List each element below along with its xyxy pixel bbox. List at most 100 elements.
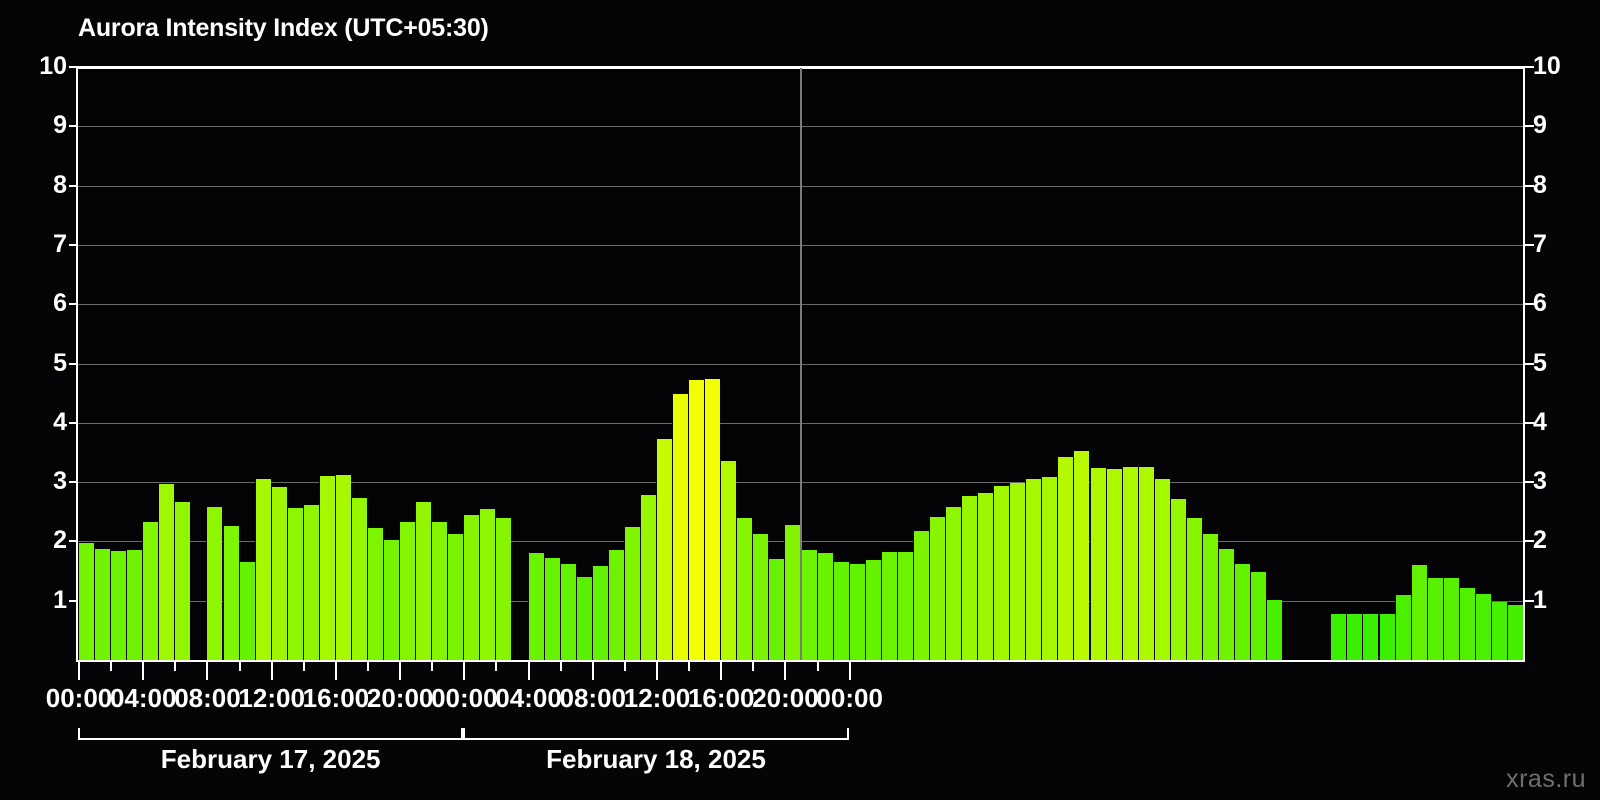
bar [126,550,143,660]
bar [736,517,753,660]
bar [447,534,464,660]
bar [1250,572,1267,660]
bar [672,394,689,660]
y-tick-label-right-5: 5 [1533,348,1547,377]
y-tick-label-right-6: 6 [1533,289,1547,318]
x-tick-major-24 [463,662,466,680]
bar [800,549,817,660]
x-tick-label: 16:00 [687,683,755,713]
y-tick-label-left-7: 7 [53,229,67,258]
bar [527,553,544,660]
bar [1410,565,1427,660]
page-title: Aurora Intensity Index (UTC+05:30) [78,14,489,42]
x-axis-spine [78,660,1523,662]
x-tick-label: 12:00 [623,683,691,713]
x-tick-label: 20:00 [366,683,434,713]
bar [1426,578,1443,660]
y-axis-right-spine [1523,66,1525,662]
bar [302,504,319,660]
y-tick-mark-right-8 [1525,184,1534,187]
x-tick-minor-2 [110,662,113,671]
bar [1490,601,1507,660]
x-tick-major-40 [720,662,723,680]
y-tick-label-left-2: 2 [53,526,67,555]
bar [1169,498,1186,660]
y-tick-label-left-8: 8 [53,170,67,199]
y-tick-label-right-8: 8 [1533,170,1547,199]
bar [816,553,833,660]
bar [495,517,512,660]
x-tick-minor-38 [688,662,691,671]
bar [463,514,480,660]
x-tick-minor-42 [752,662,755,671]
day-label: February 18, 2025 [546,744,766,774]
bar [1089,467,1106,660]
bar [78,542,95,660]
x-tick-major-20 [399,662,402,680]
x-tick-label: 16:00 [302,683,370,713]
bar [1025,478,1042,660]
bar [784,524,801,660]
bar [1330,613,1347,660]
bar [383,540,400,660]
x-tick-major-36 [656,662,658,680]
y-tick-label-left-1: 1 [53,585,67,614]
x-tick-minor-18 [367,662,369,671]
bar [1266,599,1283,660]
x-tick-minor-46 [816,662,819,671]
bar [1506,605,1523,660]
y-tick-mark-left-7 [69,243,78,246]
bar [286,507,303,660]
bar [928,516,945,660]
bar [543,558,560,660]
x-tick-major-32 [591,662,594,680]
y-tick-label-right-7: 7 [1533,229,1547,258]
x-tick-minor-6 [174,662,177,671]
bar [222,525,239,660]
y-tick-label-right-4: 4 [1533,407,1547,436]
bar [945,507,962,660]
bar [623,526,640,660]
x-tick-label: 00:00 [431,683,498,713]
bar [1009,483,1026,660]
y-tick-mark-left-8 [69,184,78,187]
bar [848,563,865,660]
bar [1041,477,1058,660]
y-tick-mark-left-4 [69,421,78,424]
bar [1073,451,1090,660]
bar [206,507,223,660]
bar [912,530,929,660]
y-tick-label-left-6: 6 [53,289,67,318]
bar [1121,467,1138,660]
y-tick-label-left-10: 10 [39,52,67,80]
y-tick-mark-left-6 [69,303,78,306]
day-bracket [463,728,849,740]
x-tick-major-0 [78,662,80,680]
day-bracket [78,728,464,740]
x-tick-minor-34 [623,662,626,671]
bar [1137,467,1154,660]
bar [832,562,849,660]
bar [334,474,351,660]
bar [1185,517,1202,660]
bar [639,495,656,660]
y-tick-mark-right-10 [1525,66,1534,68]
bar [1378,613,1395,660]
day-divider [800,67,802,660]
bar [977,492,994,660]
watermark: xras.ru [1506,765,1586,793]
x-tick-label: 20:00 [752,683,819,713]
y-tick-mark-right-9 [1525,125,1534,128]
bar [238,561,255,660]
x-tick-major-48 [848,662,851,680]
x-tick-label: 04:00 [495,683,562,713]
bar [688,379,705,660]
x-tick-major-16 [334,662,337,680]
bar [752,534,769,660]
bar [1201,534,1218,660]
bar [1458,587,1475,660]
bar [993,485,1010,660]
bar [142,522,159,660]
x-tick-minor-22 [431,662,434,671]
